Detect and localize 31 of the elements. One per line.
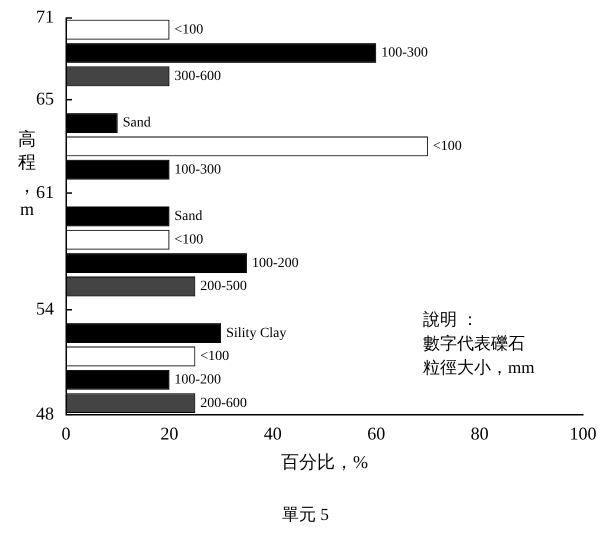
y-tick-label: 200-500 [200, 279, 247, 294]
x-tick-label: 60 [367, 423, 386, 444]
x-tick-label: 80 [470, 423, 489, 444]
annotation: 說明 ： [423, 309, 478, 331]
annotation: 數字代表礫石 [423, 333, 525, 355]
y-tick-label: Sility Clay [226, 326, 286, 341]
x-tick-label: 0 [62, 423, 70, 444]
text: 61 [36, 182, 54, 202]
y-tick-label: 300-600 [174, 69, 222, 84]
x-tick-label: 100 [570, 423, 596, 444]
y-tick-label: <100 [174, 232, 204, 248]
text: 54 [36, 298, 54, 318]
y-tick-label: 100-200 [174, 372, 222, 388]
y-axis-title: 高程，m [17, 128, 36, 220]
y-tick-label: 100-300 [381, 46, 428, 61]
y-tick-label: <100 [174, 22, 204, 38]
y-tick-label: 200-600 [200, 396, 247, 411]
y-tick-label: <100 [200, 349, 230, 364]
x-tick-label: 40 [264, 423, 282, 444]
x-tick-label: 20 [160, 423, 178, 444]
x-axis-title: 百分比，% [281, 452, 368, 472]
y-tick-label: <100 [432, 139, 462, 154]
y-tick-label: 100-200 [252, 256, 299, 271]
annotation: 粒徑大小，mm [423, 357, 534, 379]
text: 65 [36, 88, 54, 108]
text: 48 [36, 404, 54, 424]
y-tick-label: Sand [174, 209, 202, 224]
y-tick-label: 100-300 [174, 162, 222, 178]
y-tick-label: Sand [122, 116, 151, 131]
text: 單元 5 [281, 504, 330, 526]
text: 71 [36, 6, 54, 27]
